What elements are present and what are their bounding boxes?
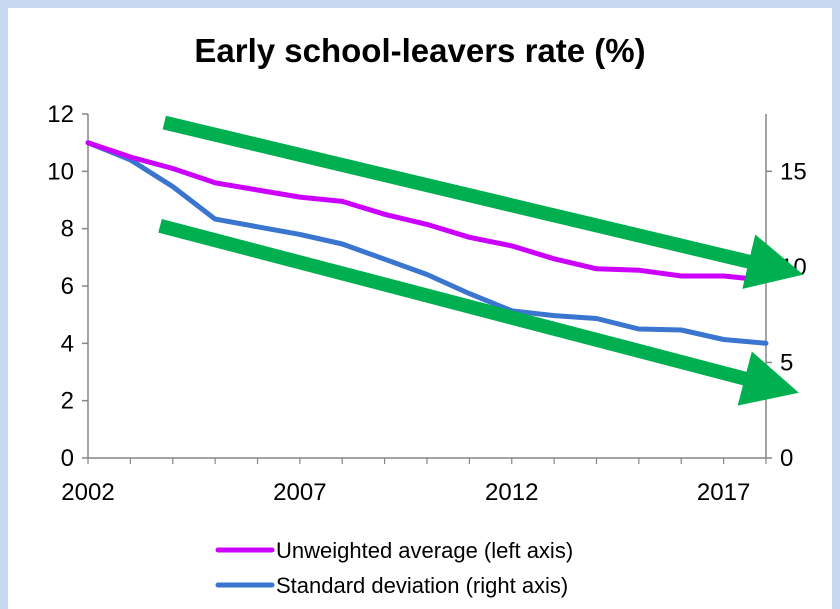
trend-arrow-lower (158, 219, 799, 406)
right-axis-tick-label: 5 (780, 349, 793, 376)
right-axis-tick-label: 10 (780, 254, 807, 281)
series-line-unweighted-average (85, 140, 769, 283)
left-axis-tick-label: 6 (61, 273, 74, 300)
x-axis-tick-label: 2017 (697, 479, 750, 506)
left-axis-tick-label: 10 (47, 158, 74, 185)
chart-title: Early school-leavers rate (%) (194, 32, 646, 69)
legend-label: Standard deviation (right axis) (276, 573, 568, 598)
left-axis-tick-label: 2 (61, 388, 74, 415)
left-axis-tick-label: 0 (61, 445, 74, 472)
left-axis-tick-label: 12 (47, 101, 74, 128)
legend-label: Unweighted average (left axis) (276, 538, 573, 563)
trend-arrow-upper (162, 115, 804, 289)
left-axis-tick-label: 8 (61, 216, 74, 243)
chart-panel (8, 8, 832, 609)
x-axis-tick-label: 2007 (273, 479, 326, 506)
right-axis-tick-label: 0 (780, 445, 793, 472)
left-axis-tick-label: 4 (61, 330, 74, 357)
right-axis-tick-label: 15 (780, 158, 807, 185)
x-axis-tick-label: 2002 (61, 479, 114, 506)
x-axis-tick-label: 2012 (485, 479, 538, 506)
